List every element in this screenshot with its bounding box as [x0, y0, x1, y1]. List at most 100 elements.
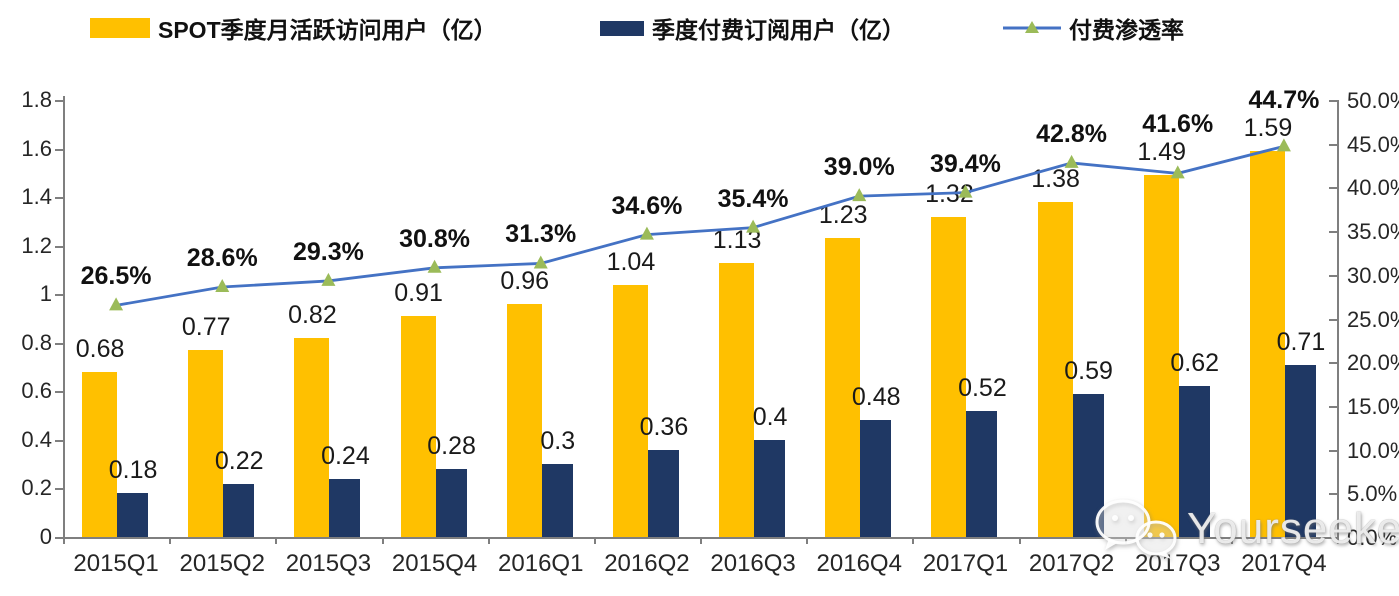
penetration-point-label: 26.5%	[80, 262, 152, 291]
y-axis-left-line	[63, 96, 65, 539]
y-axis-right-tick-label: 0.0%	[1347, 525, 1398, 550]
bar-subscribers	[1178, 386, 1210, 537]
y-axis-right-tick	[1329, 362, 1337, 365]
bar-value-label-subscribers: 0.71	[1276, 327, 1326, 356]
bar-value-label-mau: 1.04	[606, 247, 656, 276]
y-axis-left-tick-label: 1.6	[21, 135, 52, 161]
legend-label-subscribers: 季度付费订阅用户（亿）	[652, 17, 905, 43]
x-axis-tick	[381, 537, 384, 544]
y-axis-right-tick	[1329, 143, 1337, 146]
x-axis-tick-label: 2017Q1	[922, 550, 1009, 577]
y-axis-right-tick	[1329, 318, 1337, 321]
y-axis-left-tick-label: 0.4	[21, 426, 52, 452]
penetration-point-label: 30.8%	[399, 224, 471, 253]
x-axis-tick-label: 2017Q4	[1241, 550, 1327, 577]
bar-mau	[612, 284, 648, 537]
bar-mau	[400, 316, 436, 537]
line-marker-triangle	[109, 297, 124, 311]
bar-mau	[719, 262, 755, 537]
penetration-point-label: 31.3%	[505, 220, 577, 249]
x-axis-tick	[912, 537, 915, 544]
bar-value-label-subscribers: 0.4	[752, 402, 788, 431]
bar-value-label-subscribers: 0.18	[108, 456, 158, 485]
legend-label-penetration: 付费渗透率	[1069, 17, 1184, 43]
line-marker-triangle	[427, 259, 442, 273]
bar-value-label-subscribers: 0.36	[639, 412, 689, 441]
y-axis-right-tick	[1329, 493, 1337, 496]
y-axis-left-tick	[55, 245, 63, 248]
bar-value-label-mau: 1.49	[1137, 138, 1187, 167]
bar-mau	[188, 350, 224, 537]
bar-value-label-mau: 1.38	[1031, 164, 1080, 193]
y-axis-right-tick-label: 5.0%	[1347, 481, 1398, 507]
x-axis-tick	[806, 537, 809, 544]
y-axis-right-tick-label: 30.0%	[1347, 262, 1399, 288]
legend-label-mau: SPOT季度月活跃访问用户（亿）	[158, 17, 497, 43]
bar-subscribers	[1284, 364, 1316, 537]
bar-subscribers	[117, 493, 149, 537]
y-axis-left-tick	[55, 197, 63, 200]
legend-item-penetration: 付费渗透率	[1003, 14, 1184, 43]
line-marker-triangle	[215, 279, 230, 293]
x-axis-tick	[1124, 537, 1127, 544]
bar-value-label-subscribers: 0.28	[427, 432, 476, 461]
bar-value-label-subscribers: 0.3	[540, 427, 576, 456]
y-axis-right-line	[1337, 100, 1339, 538]
bar-mau	[506, 303, 542, 537]
x-axis-tick-label: 2017Q2	[1028, 550, 1115, 577]
bar-value-label-mau: 1.32	[925, 179, 974, 208]
bar-value-label-mau: 0.68	[75, 334, 125, 363]
y-axis-right-tick-label: 15.0%	[1347, 393, 1399, 419]
y-axis-right-tick-label: 40.0%	[1347, 175, 1399, 201]
y-axis-left-tick	[55, 294, 63, 297]
y-axis-left-tick-label: 0.8	[21, 329, 52, 355]
bar-value-label-mau: 0.77	[181, 313, 231, 342]
x-axis-tick	[275, 537, 278, 544]
y-axis-left-tick	[55, 488, 63, 491]
y-axis-right-tick	[1329, 231, 1337, 234]
y-axis-left-tick-label: 0	[39, 524, 52, 549]
bar-value-label-mau: 1.13	[712, 225, 762, 254]
x-axis-tick-label: 2016Q2	[604, 550, 690, 577]
y-axis-right-tick-label: 10.0%	[1347, 437, 1399, 463]
line-marker-triangle	[321, 272, 336, 286]
penetration-point-label: 29.3%	[292, 237, 364, 266]
x-axis-tick	[593, 537, 596, 544]
bar-value-label-mau: 0.91	[394, 279, 443, 308]
bar-subscribers	[541, 464, 573, 537]
bar-mau	[294, 337, 330, 537]
penetration-point-label: 34.6%	[611, 191, 683, 220]
bar-value-label-subscribers: 0.22	[214, 446, 264, 475]
x-axis-tick	[1337, 537, 1339, 544]
y-axis-right-tick-label: 45.0%	[1347, 131, 1399, 157]
y-axis-right-tick-label: 50.0%	[1347, 88, 1399, 113]
y-axis-right-tick	[1329, 449, 1337, 452]
x-axis-tick	[169, 537, 172, 544]
y-axis-right-tick	[1329, 187, 1337, 190]
y-axis-right-tick	[1329, 537, 1337, 539]
bar-subscribers	[223, 483, 255, 537]
x-axis-tick-label: 2016Q4	[816, 550, 902, 577]
y-axis-right-tick	[1329, 405, 1337, 408]
x-axis-tick-label: 2015Q4	[391, 550, 478, 577]
y-axis-left-tick	[55, 100, 63, 102]
y-axis-left-tick-label: 1	[39, 281, 52, 307]
bar-subscribers	[966, 410, 998, 537]
bar-subscribers	[435, 469, 467, 537]
x-axis-tick-label: 2016Q3	[710, 550, 796, 577]
penetration-point-label: 41.6%	[1142, 110, 1214, 139]
bar-value-label-subscribers: 0.59	[1064, 356, 1113, 385]
y-axis-left-tick	[55, 391, 63, 394]
bar-value-label-mau: 0.82	[288, 300, 337, 329]
x-axis-tick-label: 2016Q1	[498, 550, 584, 577]
x-axis-tick-label: 2015Q2	[179, 550, 265, 577]
y-axis-right-tick-label: 25.0%	[1347, 306, 1399, 332]
x-axis-tick	[1230, 537, 1233, 544]
penetration-point-label: 28.6%	[186, 244, 258, 273]
legend-swatch-subscribers	[600, 20, 644, 36]
y-axis-left-tick-label: 1.4	[21, 184, 52, 210]
y-axis-left-tick-label: 1.2	[21, 232, 52, 258]
legend-swatch-mau	[90, 18, 150, 38]
legend-item-subscribers: 季度付费订阅用户（亿）	[600, 14, 905, 43]
